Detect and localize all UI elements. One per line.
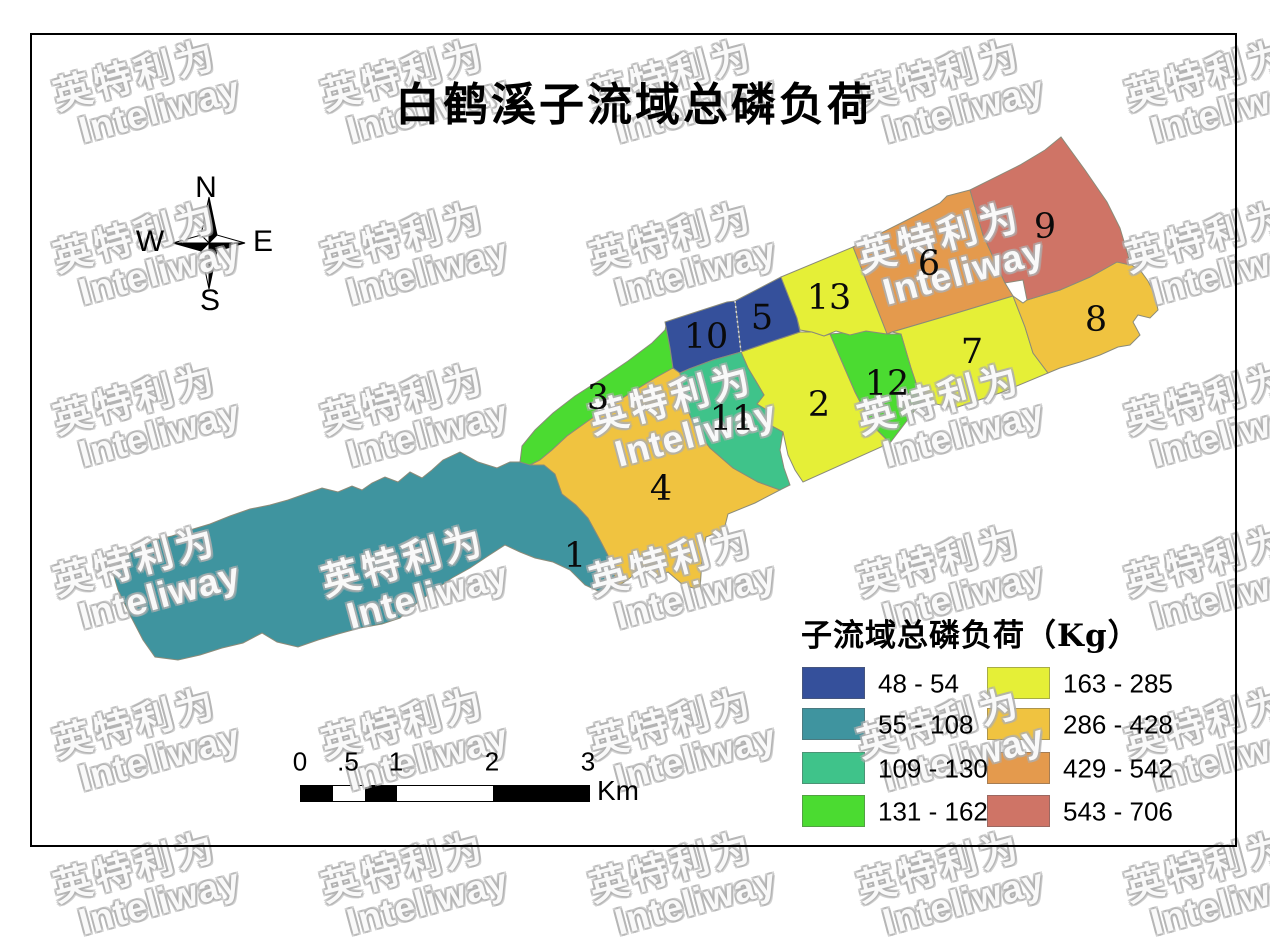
legend-swatch-48-54 [802,667,865,699]
legend-swatch-163-285 [987,667,1050,699]
region-9-label: 9 [1033,207,1057,247]
compass-rose-icon [172,196,246,290]
watershed-regions [112,136,1159,661]
region-12-label: 12 [864,364,910,404]
map-title: 白鹤溪子流域总磷负荷 [394,78,875,131]
legend-swatch-286-428 [987,708,1050,740]
region-10-label: 10 [683,317,729,357]
scale-unit-label: Km [597,775,639,806]
scale-tick-1: 1 [388,746,404,777]
region-7-label: 7 [960,332,984,372]
region-3-label: 3 [586,378,610,418]
scale-segment-1 [333,786,365,801]
scale-tick-2: 2 [484,746,500,777]
region-13-label: 13 [806,278,852,318]
scale-bar [300,785,590,802]
map-svg [112,136,1159,661]
legend-swatch-429-542 [987,752,1050,784]
region-11-label: 11 [709,399,755,439]
legend-range-label: 109 - 130 [878,753,988,784]
legend-range-label: 286 - 428 [1063,709,1173,740]
legend-swatch-109-130 [802,752,865,784]
map-canvas [112,136,1159,827]
region-6-label: 6 [917,244,941,284]
legend-title: 子流域总磷负荷（Kg） [801,618,1140,654]
region-4-polygon [529,367,782,591]
region-2-label: 2 [807,385,831,425]
region-5-label: 5 [750,298,774,338]
scale-segment-3 [397,786,493,801]
region-9-polygon [969,136,1131,301]
region-1-label: 1 [563,536,587,576]
legend-range-label: 429 - 542 [1063,753,1173,784]
legend-range-label: 163 - 285 [1063,668,1173,699]
legend-swatch-55-108 [802,708,865,740]
compass-north-label: N [195,171,217,204]
scale-tick-3: 3 [580,746,596,777]
region-13-polygon [780,246,888,337]
legend-range-label: 131 - 162 [878,796,988,827]
legend-swatch-543-706 [987,795,1050,827]
compass-west-label: W [135,225,165,258]
scale-tick-0: 0 [292,746,308,777]
legend-range-label: 48 - 54 [878,668,959,699]
region-4-label: 4 [649,469,673,509]
scale-segment-0 [301,786,333,801]
text-layer: 白鹤溪子流域总磷负荷 N E S W 子流域总磷负荷（Kg） 48 - 54 55… [135,78,1173,827]
compass-east-label: E [252,225,274,258]
legend-swatch-131-162 [802,795,865,827]
compass-south-label: S [199,284,221,317]
region-11-polygon [679,351,791,491]
legend-range-label: 543 - 706 [1063,796,1173,827]
scale-segment-4 [493,786,589,801]
region-10-5-dotted-divider [734,300,742,353]
scale-segment-2 [365,786,397,801]
legend-range-label: 55 - 108 [878,709,974,740]
scale-tick-.5: .5 [337,746,359,777]
region-8-label: 8 [1084,300,1108,340]
